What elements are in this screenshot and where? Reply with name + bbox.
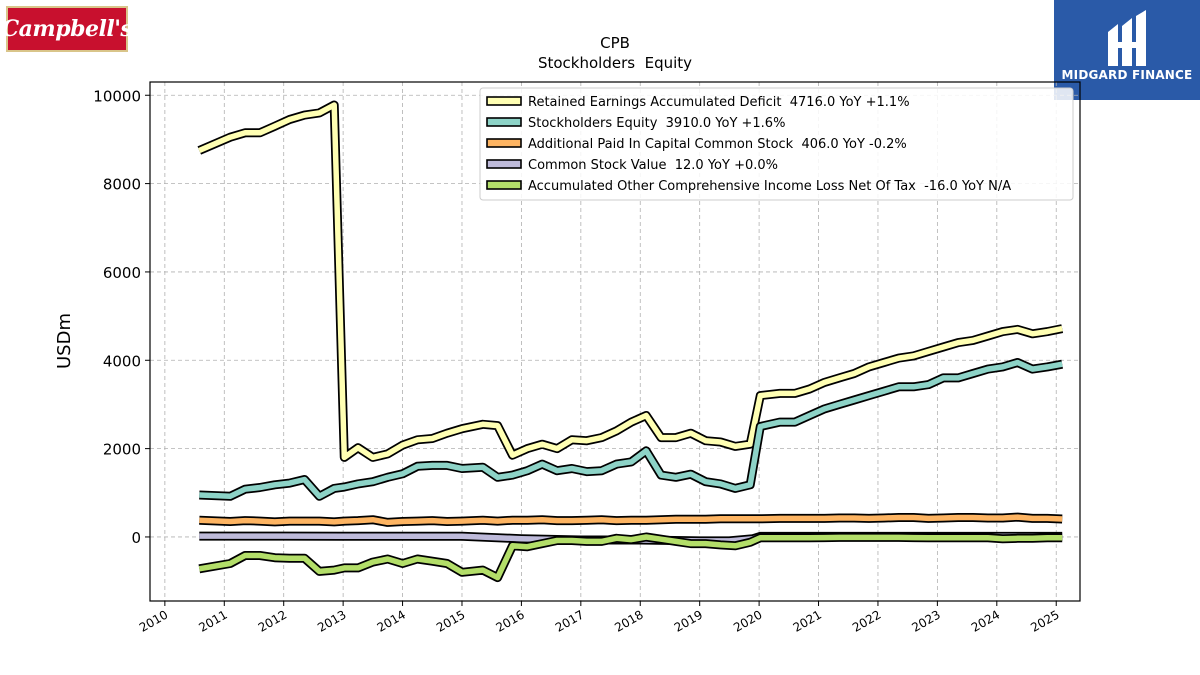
x-tick-label: 2020 [731,607,764,634]
x-tick-label: 2022 [850,607,883,634]
x-tick-label: 2010 [137,607,170,634]
series-lines [197,100,1064,583]
legend-swatch-retained [486,96,522,106]
legend-label-apic: Additional Paid In Capital Common Stock … [528,137,907,152]
midgard-finance-logo: MIDGARD FINANCE [1054,0,1200,100]
y-tick-label: 6000 [103,264,141,282]
x-tick-label: 2018 [612,607,645,634]
x-tick-label: 2023 [909,607,942,634]
y-tick-label: 4000 [103,352,141,370]
x-tick-label: 2024 [969,607,1002,634]
chart-title: CPB [600,34,630,52]
x-tick-label: 2021 [791,607,824,634]
series-line-apic [199,514,1063,526]
x-tick-label: 2011 [196,607,229,634]
x-tick-label: 2014 [375,607,408,634]
y-axis-label: USDm [54,313,75,369]
y-tick-label: 2000 [103,441,141,459]
plot-frame [149,81,1081,602]
chart-subtitle: Stockholders Equity [538,54,692,72]
campbells-logo-text: Campbell's [1,16,133,42]
legend-swatch-apic [486,138,522,148]
legend-label-aoci: Accumulated Other Comprehensive Income L… [528,179,1011,194]
x-tick-label: 2025 [1028,607,1061,634]
legend-label-equity: Stockholders Equity 3910.0 YoY +1.6% [528,116,785,131]
midgard-finance-label: MIDGARD FINANCE [1061,68,1193,82]
series-line-aoci [198,534,1063,581]
midgard-mark-icon [1108,10,1146,66]
legend-swatch-equity [486,117,522,127]
y-tick-label: 8000 [103,176,141,194]
legend-swatch-aoci [486,180,522,190]
legend-label-common: Common Stock Value 12.0 YoY +0.0% [528,158,778,173]
legend: Retained Earnings Accumulated Deficit 47… [479,87,1074,201]
x-tick-label: 2019 [672,607,705,634]
x-tick-label: 2015 [434,607,467,634]
legend-box [479,87,1074,201]
y-tick-label: 10000 [93,87,141,105]
legend-label-retained: Retained Earnings Accumulated Deficit 47… [528,95,910,110]
campbells-logo: Campbell's [2,6,133,52]
series-line-equity [199,359,1063,500]
x-tick-label: 2017 [553,607,586,634]
series-line-retained [198,102,1063,461]
legend-swatch-common [486,159,522,169]
y-tick-label: 0 [131,529,141,547]
x-tick-label: 2013 [315,607,348,634]
x-tick-label: 2016 [493,607,526,634]
x-tick-label: 2012 [256,607,289,634]
